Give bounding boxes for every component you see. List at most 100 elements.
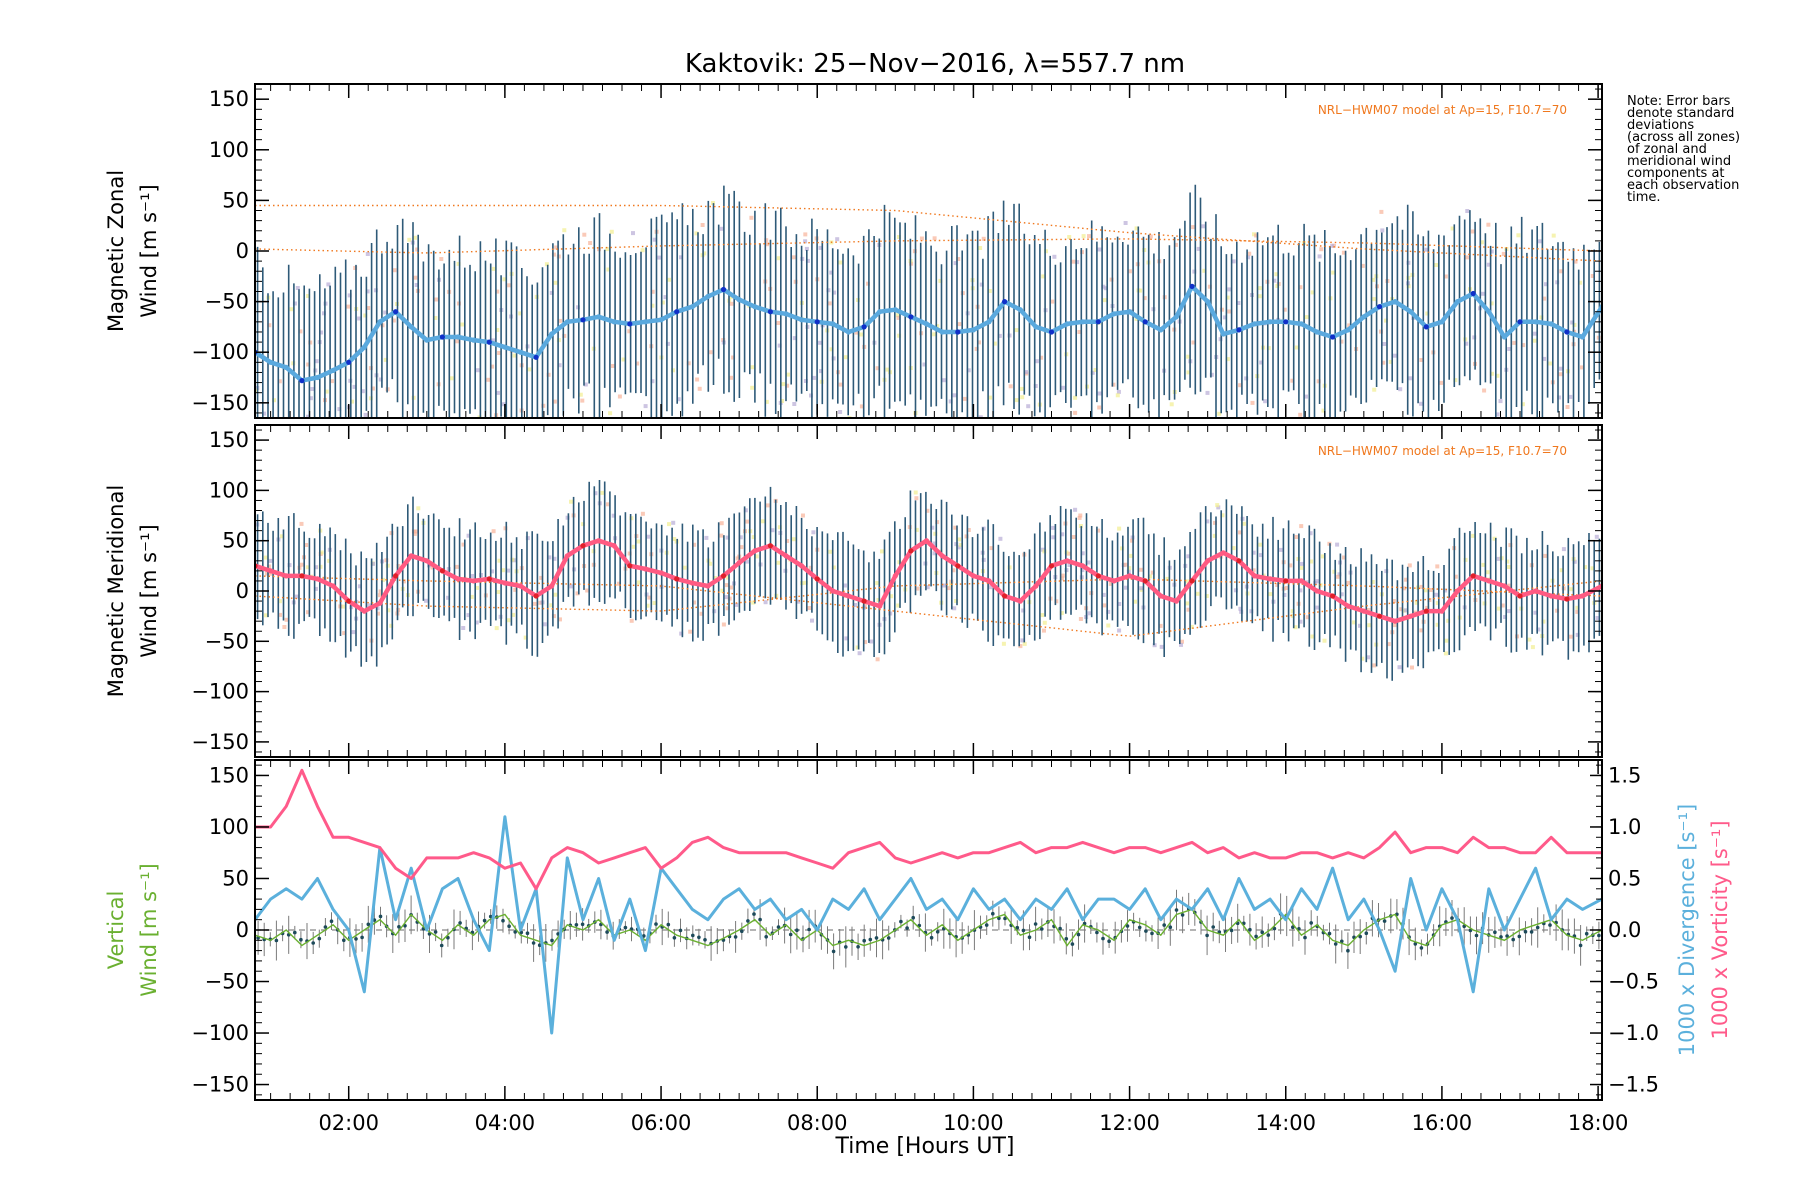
zone-point [494,626,499,631]
zone-point [1290,613,1295,618]
zone-point [844,636,849,641]
zone-point [1050,299,1055,304]
data-point [733,935,738,939]
zone-point [490,364,495,369]
data-point [642,319,649,325]
zone-point [1130,538,1135,543]
zone-point [828,549,833,554]
zone-point [1060,532,1065,537]
zone-point [1127,566,1132,571]
data-point [314,576,321,582]
zone-point [1201,224,1206,229]
zone-point [719,533,724,538]
zone-point [373,288,378,293]
zone-point [1316,379,1321,384]
zone-point [588,241,593,245]
data-point [705,293,711,300]
zone-point [347,293,352,298]
zone-point [1380,228,1385,233]
zone-point [764,238,769,243]
zone-point [842,583,847,588]
zone-point [1408,376,1413,381]
zone-point [1423,588,1428,593]
data-point [908,314,914,320]
zone-point [1282,307,1287,312]
zone-point [308,396,313,401]
zone-point [1216,505,1221,510]
zone-point [326,282,331,287]
zone-point [378,377,383,382]
zone-point [506,618,511,623]
zone-point [1191,340,1196,345]
zone-point [1294,345,1299,350]
zone-point [298,329,303,334]
data-point [1205,933,1209,938]
data-point [1419,946,1424,950]
data-point [564,553,570,559]
zone-point [1096,528,1101,533]
zone-point [1241,521,1246,526]
data-point [1361,608,1367,614]
data-point [1309,921,1313,925]
data-point [1298,578,1304,584]
zone-point [1309,559,1314,564]
zone-point [1254,233,1259,238]
zone-point [306,610,310,615]
data-point [905,926,909,930]
data-point [1423,324,1429,330]
zone-point [956,257,961,261]
zone-point [1111,382,1116,387]
zone-point [609,229,614,234]
data-point [346,359,352,365]
zone-point [807,606,812,610]
zone-point [469,594,474,599]
left-axis: 150 100 50 0 −50 −100 −150 [191,87,1602,415]
zone-point [1174,242,1178,247]
zone-point [1186,554,1191,559]
zone-point [1532,331,1537,336]
data-point [366,922,371,927]
zone-point [859,332,863,337]
zone-point [875,581,880,586]
y-tick-label: −150 [191,1073,249,1097]
data-point [752,304,758,310]
zone-point [297,468,301,472]
zone-point [930,525,935,530]
zone-point [1444,638,1449,643]
zone-point [1572,322,1577,327]
zone-point [1575,609,1580,614]
zone-point [415,247,420,252]
zone-point [974,346,979,351]
zone-point [1061,385,1066,390]
data-point [424,558,430,564]
zone-point [676,397,681,402]
zone-point [1073,507,1078,512]
zone-point [593,491,598,496]
data-point [1493,930,1497,934]
data-point [970,327,977,333]
zone-point [1575,605,1580,610]
zone-point [1527,637,1532,642]
zone-point [1102,603,1107,608]
data-point [984,923,989,927]
zone-point [304,543,309,547]
zone-point [781,382,786,387]
data-point [1283,319,1289,325]
zone-point [952,393,957,398]
zone-point [925,585,930,590]
zone-point [306,414,310,418]
zone-point [1489,301,1494,306]
zone-point [331,443,335,447]
zone-point [1489,249,1494,254]
zone-point [497,351,502,355]
zone-point [1123,562,1128,567]
data-point [268,359,274,365]
zone-point [640,248,645,253]
zone-point [827,301,832,306]
zone-point [1410,665,1414,670]
zone-point [449,376,454,381]
zone-point [1391,599,1396,603]
zone-point [1041,274,1046,279]
zone-point [1379,209,1384,214]
y-tick-label: −50 [205,970,249,994]
